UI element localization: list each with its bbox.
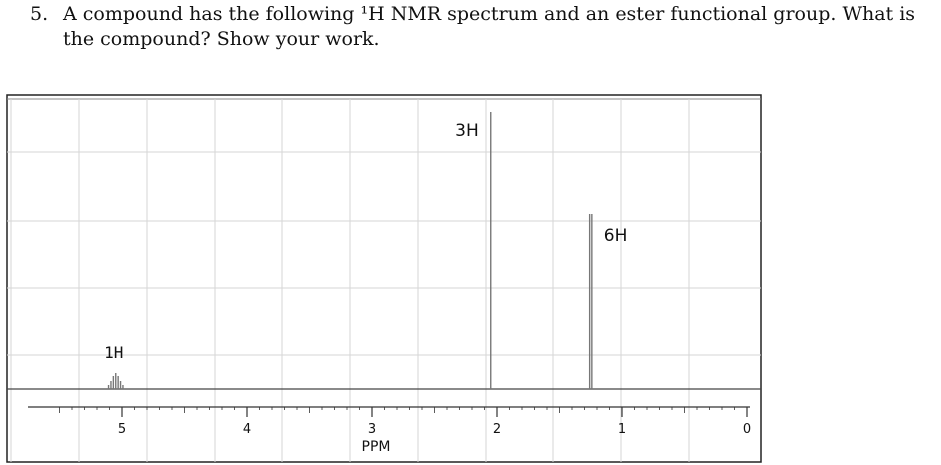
question-number: 5. bbox=[30, 3, 49, 25]
peak-singlet-3H: 3H bbox=[455, 112, 492, 389]
integration-label-1H: 1H bbox=[104, 343, 123, 362]
tick-label-4: 4 bbox=[243, 422, 251, 437]
integration-label-6H: 6H bbox=[604, 226, 628, 246]
tick-label-0: 0 bbox=[743, 422, 751, 437]
chart-frame bbox=[6, 94, 762, 463]
tick-label-2: 2 bbox=[493, 422, 501, 437]
grid bbox=[7, 99, 761, 462]
peak-doublet-6H: 6H bbox=[588, 214, 628, 389]
tick-label-1: 1 bbox=[618, 422, 626, 437]
ppm-axis: 5 4 3 2 1 0 bbox=[28, 406, 751, 437]
x-axis-label: PPM bbox=[362, 439, 391, 455]
tick-label-3: 3 bbox=[368, 422, 376, 437]
question-prompt: A compound has the following ¹H NMR spec… bbox=[63, 3, 916, 50]
tick-label-5: 5 bbox=[118, 422, 126, 437]
peaks: 1H 3H 6H bbox=[104, 112, 627, 389]
peak-septet-1H: 1H bbox=[104, 343, 124, 389]
integration-label-3H: 3H bbox=[455, 121, 479, 141]
